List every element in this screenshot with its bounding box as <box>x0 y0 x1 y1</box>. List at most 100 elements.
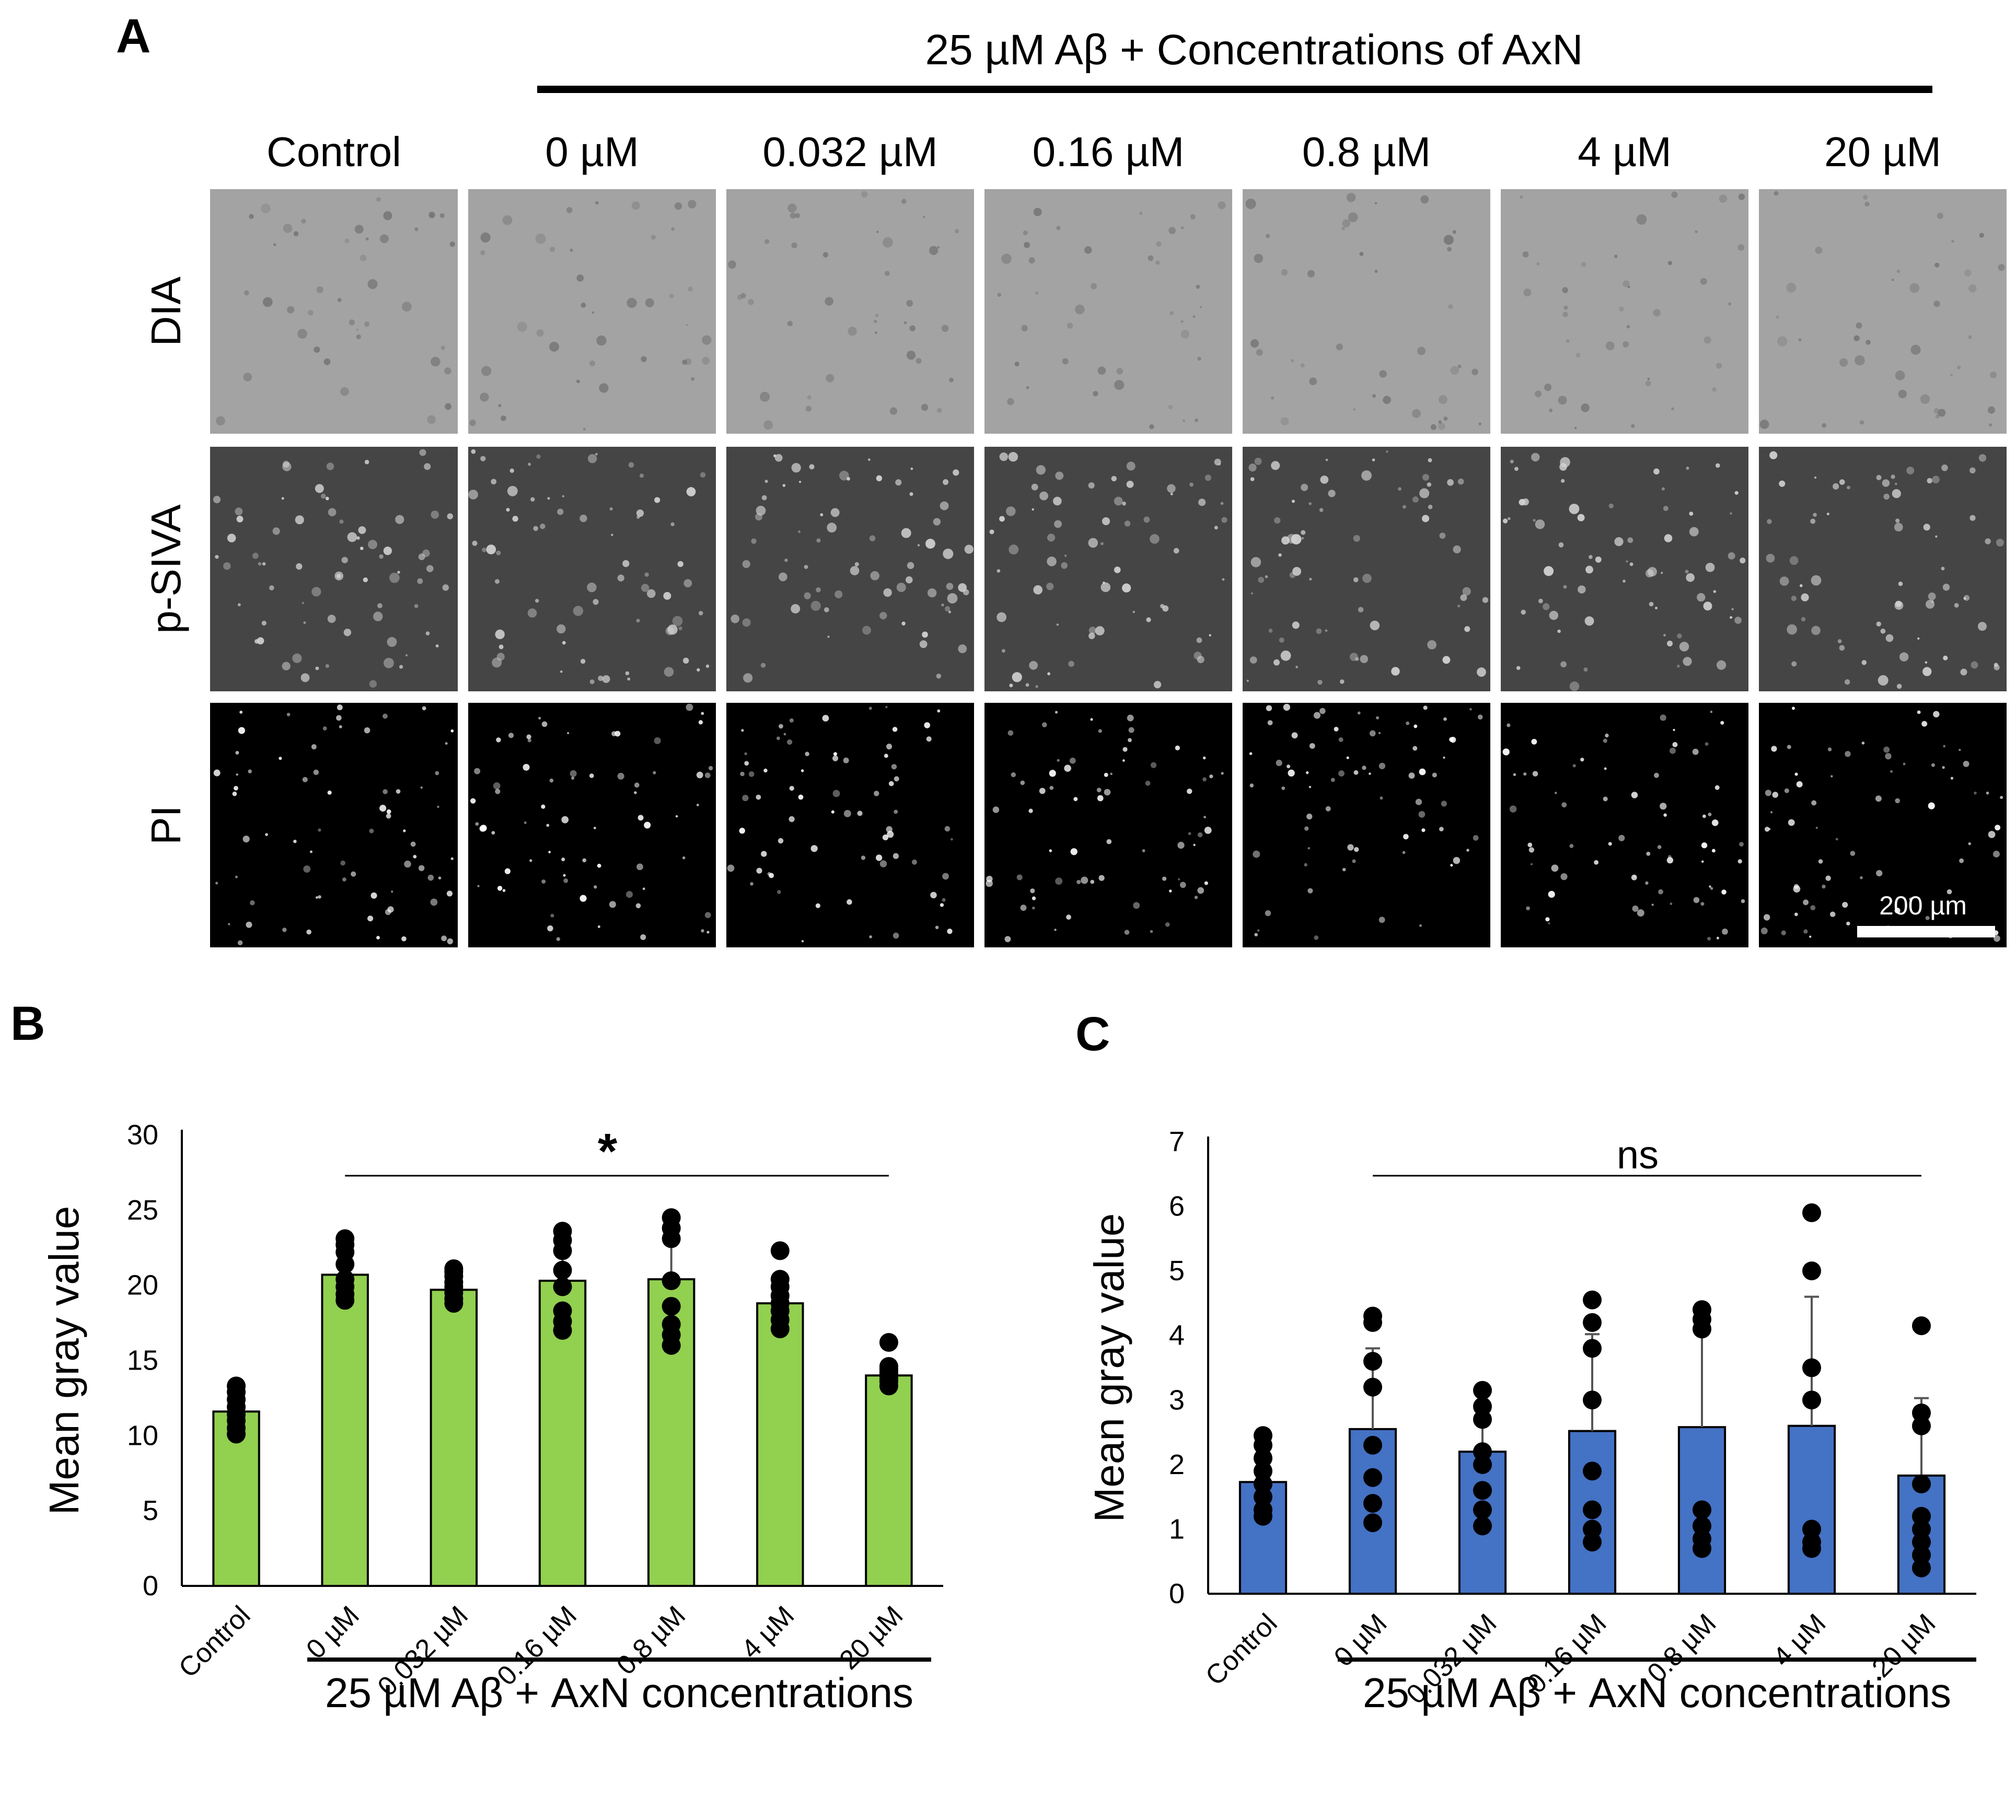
cell-spot <box>1453 857 1461 864</box>
x-tick-label-1: 0 µM <box>300 1600 365 1665</box>
cell-spot <box>1290 359 1294 363</box>
cell-spot <box>779 724 783 729</box>
cell-spot <box>691 377 695 381</box>
cell-spot <box>1477 667 1486 677</box>
cell-spot <box>1738 193 1745 200</box>
cell-spot <box>1020 780 1025 785</box>
micrograph-p-siva-1 <box>468 447 716 691</box>
cell-spot <box>1863 194 1868 200</box>
cell-spot <box>1673 728 1675 732</box>
cell-spot <box>1959 749 1961 751</box>
cell-spot <box>238 727 246 734</box>
cell-spot <box>1245 199 1256 209</box>
data-point <box>1802 1533 1821 1552</box>
cell-spot <box>1876 621 1881 627</box>
cell-spot <box>1811 575 1822 586</box>
cell-spot <box>339 725 342 728</box>
data-point <box>1583 1390 1602 1410</box>
cell-spot <box>1204 474 1211 481</box>
cell-spot <box>1895 370 1905 380</box>
cell-spot <box>940 903 944 907</box>
data-point <box>553 1301 572 1320</box>
cell-spot <box>1577 514 1585 521</box>
panel-c-letter: C <box>1075 1007 1110 1061</box>
cell-spot <box>1276 759 1282 767</box>
cell-spot <box>1739 842 1744 847</box>
cell-spot <box>1558 542 1564 548</box>
cell-spot <box>1710 887 1713 890</box>
cell-spot <box>776 736 780 740</box>
cell-spot <box>404 860 411 868</box>
cell-spot <box>252 552 259 559</box>
cell-spot <box>1348 212 1358 223</box>
cell-spot <box>1420 195 1429 204</box>
cell-spot <box>1421 828 1426 832</box>
cell-spot <box>642 887 645 890</box>
cell-spot <box>1124 930 1130 935</box>
cell-spot <box>499 644 504 650</box>
cell-spot <box>627 298 637 308</box>
cell-spot <box>1792 706 1795 710</box>
data-point <box>770 1241 790 1260</box>
micrograph-p-siva-5 <box>1501 447 1748 691</box>
cell-spot <box>1801 593 1809 601</box>
cell-spot <box>1153 681 1162 689</box>
cell-spot <box>1925 599 1935 609</box>
cell-spot <box>364 459 369 465</box>
cell-spot <box>674 202 682 210</box>
cell-spot <box>524 821 527 824</box>
cell-spot <box>1931 763 1935 767</box>
cell-spot <box>1875 795 1882 802</box>
cell-spot <box>875 331 877 334</box>
cell-spot <box>358 526 366 534</box>
cell-spot <box>1291 500 1295 503</box>
cell-spot <box>1209 634 1211 636</box>
cell-spot <box>678 626 682 631</box>
cell-spot <box>1788 819 1795 826</box>
cell-spot <box>315 666 319 670</box>
cell-spot <box>937 246 940 249</box>
cell-spot <box>538 716 541 720</box>
cell-spot <box>1705 742 1709 746</box>
cell-spot <box>1122 501 1126 506</box>
cell-spot <box>1214 526 1218 530</box>
cell-spot <box>1150 762 1157 768</box>
cell-spot <box>1106 839 1112 844</box>
cell-spot <box>1899 652 1909 662</box>
cell-spot <box>1056 623 1059 626</box>
cell-spot <box>384 657 394 668</box>
cell-spot <box>894 776 899 782</box>
cell-spot <box>1559 463 1567 471</box>
micrograph-dia-4 <box>1243 189 1490 434</box>
column-label-6: 20 µM <box>1824 129 1941 175</box>
data-point <box>1912 1404 1931 1422</box>
cell-spot <box>609 507 613 511</box>
cell-spot <box>1603 796 1608 802</box>
cell-spot <box>1791 595 1797 601</box>
cell-spot <box>1278 553 1282 557</box>
cell-spot <box>1292 621 1300 629</box>
cell-spot <box>535 599 539 603</box>
cell-spot <box>1799 584 1803 587</box>
cell-spot <box>1923 524 1930 531</box>
cell-spot <box>1088 632 1095 640</box>
cell-spot <box>1581 262 1586 268</box>
cell-spot <box>261 620 267 626</box>
cell-spot <box>1671 191 1678 198</box>
micrograph-background <box>984 189 1232 434</box>
cell-spot <box>992 806 1000 813</box>
cell-spot <box>740 771 745 776</box>
cell-spot <box>882 834 889 841</box>
cell-spot <box>1169 311 1174 316</box>
cell-spot <box>1814 476 1817 479</box>
cell-spot <box>804 565 808 569</box>
cell-spot <box>789 816 795 822</box>
cell-spot <box>1427 482 1432 487</box>
cell-spot <box>1614 537 1624 547</box>
micrograph-background <box>468 189 716 434</box>
cell-spot <box>1712 387 1717 392</box>
cell-spot <box>302 601 305 605</box>
cell-spot <box>1090 718 1093 721</box>
panel-a-letter: A <box>116 9 150 63</box>
